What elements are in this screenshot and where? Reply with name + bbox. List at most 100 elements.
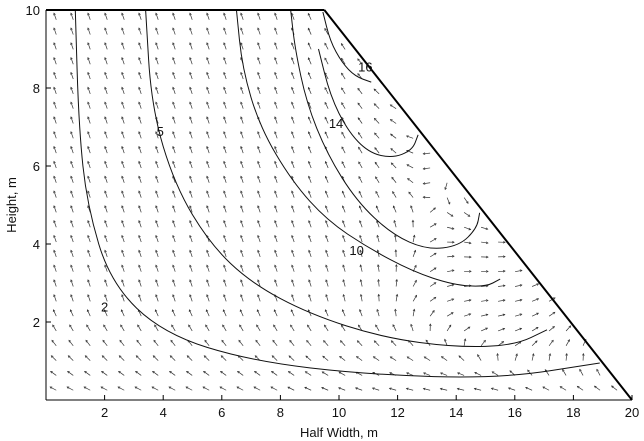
quiver-arrow — [308, 294, 312, 302]
quiver-arrow — [223, 116, 227, 124]
quiver-arrowhead — [287, 371, 291, 374]
quiver-arrow — [358, 161, 363, 169]
quiver-arrowhead — [405, 135, 409, 138]
quiver-arrow — [423, 167, 431, 170]
quiver-arrowhead — [240, 205, 243, 209]
quiver-arrow — [291, 235, 295, 243]
quiver-arrow — [121, 146, 125, 154]
quiver-arrow — [172, 264, 176, 272]
quiver-arrow — [121, 42, 125, 50]
quiver-arrowhead — [491, 371, 495, 374]
quiver-arrow — [66, 386, 74, 391]
quiver-arrow — [291, 102, 295, 109]
quiver-arrow — [84, 371, 91, 376]
contour-label-5: 5 — [157, 124, 164, 139]
quiver-arrow — [206, 205, 210, 213]
quiver-arrow — [342, 250, 346, 257]
quiver-arrowhead — [239, 309, 243, 312]
quiver-arrow — [358, 191, 363, 198]
y-tick-label: 10 — [26, 3, 40, 18]
quiver-arrow — [87, 42, 91, 50]
quiver-arrowhead — [219, 386, 223, 389]
quiver-arrow — [206, 161, 210, 169]
quiver-arrow — [360, 279, 363, 287]
quiver-arrow — [223, 57, 227, 65]
quiver-arrowhead — [70, 264, 73, 268]
quiver-arrowhead — [206, 249, 209, 253]
quiver-arrow — [274, 72, 278, 80]
quiver-arrow — [355, 387, 363, 391]
quiver-arrowhead — [172, 249, 175, 253]
quiver-arrowhead — [307, 12, 311, 16]
quiver-arrowhead — [155, 249, 158, 253]
quiver-arrowhead — [104, 234, 107, 238]
quiver-arrow — [325, 250, 329, 257]
quiver-arrowhead — [50, 355, 54, 358]
quiver-arrowhead — [104, 145, 107, 149]
quiver-arrow — [121, 161, 125, 169]
quiver-arrow — [172, 42, 176, 50]
quiver-arrow — [138, 42, 142, 50]
quiver-arrowhead — [87, 279, 90, 283]
quiver-arrowhead — [70, 57, 73, 60]
quiver-arrow — [531, 298, 539, 302]
quiver-arrowhead — [433, 223, 437, 226]
quiver-arrow — [514, 328, 522, 332]
quiver-arrowhead — [257, 160, 260, 164]
quiver-arrow — [531, 340, 538, 347]
quiver-arrowhead — [502, 240, 506, 244]
quiver-arrowhead — [172, 42, 175, 46]
quiver-arrow — [525, 387, 533, 391]
quiver-arrowhead — [374, 161, 378, 165]
y-tick-label: 2 — [33, 315, 40, 330]
quiver-arrow — [87, 57, 91, 65]
quiver-arrow — [70, 42, 74, 50]
quiver-arrow — [291, 205, 295, 213]
quiver-arrow — [440, 388, 448, 391]
quiver-arrow — [373, 356, 380, 361]
quiver-arrowhead — [291, 145, 294, 149]
quiver-arrowhead — [135, 370, 138, 374]
quiver-arrowhead — [186, 355, 190, 358]
quiver-arrow — [121, 116, 125, 124]
quiver-arrow — [206, 220, 210, 228]
quiver-arrow — [121, 176, 125, 183]
quiver-arrow — [423, 152, 431, 155]
quiver-arrow — [152, 355, 159, 361]
quiver-arrow — [324, 87, 329, 95]
quiver-arrowhead — [307, 324, 310, 328]
quiver-arrow — [341, 102, 346, 109]
quiver-arrow — [240, 27, 244, 35]
quiver-arrowhead — [411, 219, 415, 223]
quiver-arrowhead — [519, 313, 523, 316]
quiver-arrowhead — [254, 370, 257, 374]
quiver-arrowhead — [467, 326, 471, 330]
quiver-arrowhead — [433, 252, 437, 256]
quiver-arrowhead — [548, 353, 552, 356]
quiver-arrowhead — [274, 57, 277, 60]
quiver-arrow — [338, 371, 346, 376]
quiver-arrowhead — [189, 101, 192, 105]
quiver-arrow — [497, 353, 499, 361]
quiver-arrowhead — [324, 42, 327, 46]
quiver-arrowhead — [172, 145, 175, 149]
quiver-arrow — [136, 340, 142, 347]
quiver-arrowhead — [288, 355, 292, 359]
x-tick-label: 12 — [390, 405, 404, 420]
quiver-arrowhead — [53, 71, 56, 75]
quiver-arrow — [324, 324, 329, 332]
quiver-arrowhead — [87, 190, 90, 194]
quiver-arrow — [514, 353, 518, 361]
quiver-arrow — [527, 369, 533, 376]
quiver-arrowhead — [394, 249, 398, 252]
quiver-arrowhead — [291, 42, 294, 46]
quiver-arrowhead — [102, 339, 106, 343]
quiver-arrow — [308, 205, 312, 213]
quiver-arrow — [185, 386, 193, 391]
quiver-arrow — [100, 386, 108, 391]
contour-label-16: 16 — [358, 60, 372, 75]
quiver-arrow — [308, 116, 312, 124]
quiver-arrow — [390, 148, 397, 154]
y-tick-label: 8 — [33, 81, 40, 96]
quiver-arrowhead — [392, 205, 396, 209]
